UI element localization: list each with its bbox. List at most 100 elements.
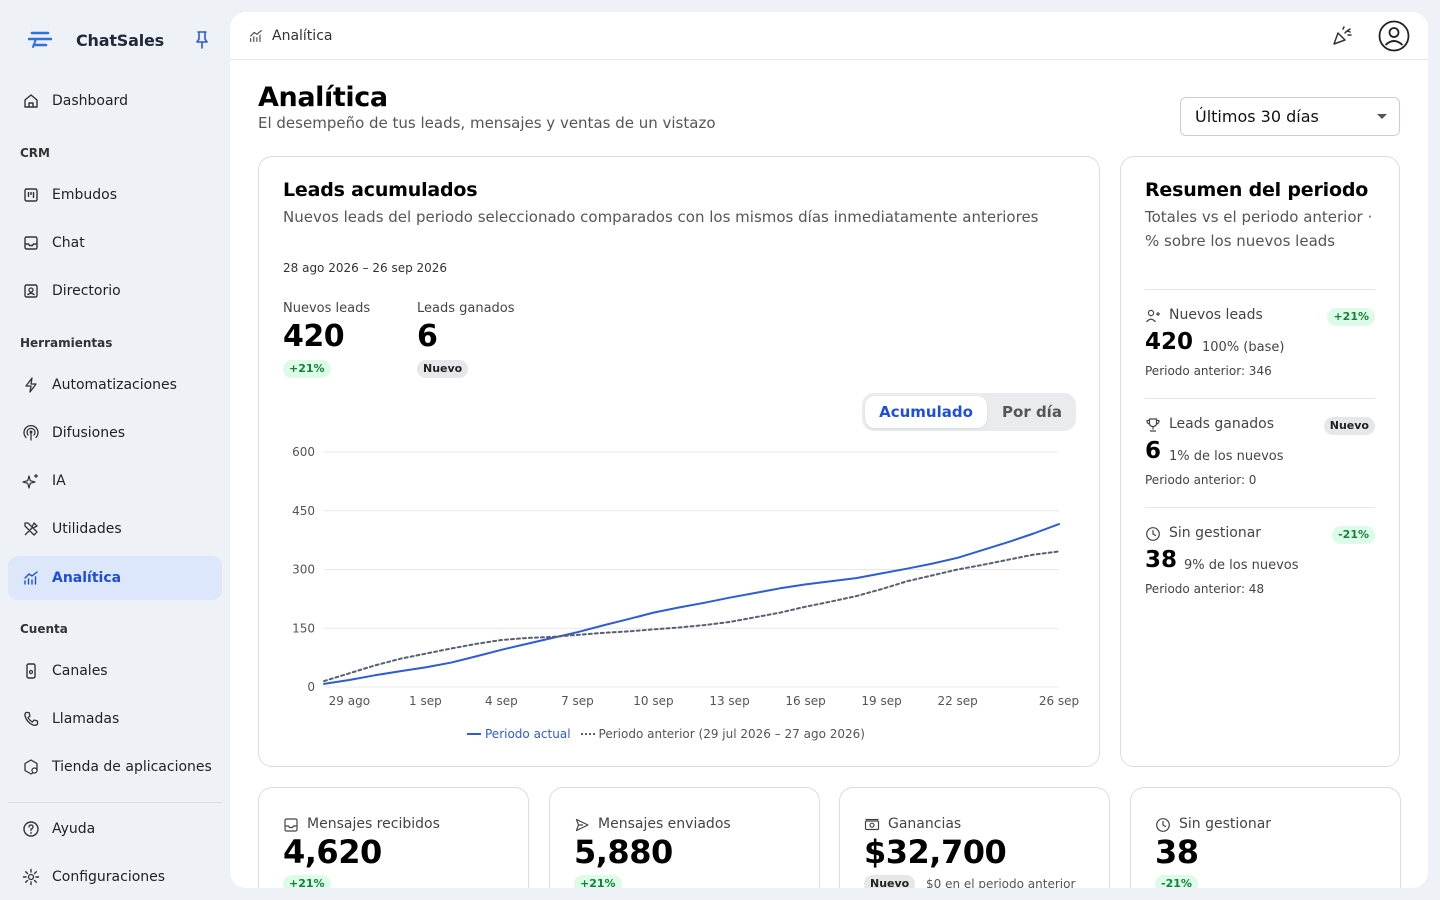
broadcast-icon xyxy=(23,425,39,441)
kpi-value: 420 xyxy=(283,319,345,354)
summary-row-pct: 1% de los nuevos xyxy=(1169,449,1284,464)
x-tick-label: 26 sep xyxy=(1039,694,1079,708)
summary-row-badge: Nuevo xyxy=(1323,417,1375,435)
y-tick-label: 0 xyxy=(307,680,315,694)
sidebar-divider xyxy=(8,802,222,803)
sidebar-item-label: Embudos xyxy=(52,187,117,203)
stat-badge: +21% xyxy=(574,875,622,888)
summary-row-value: 38 xyxy=(1145,547,1178,573)
sidebar-item-configuraciones[interactable]: Configuraciones xyxy=(8,855,222,899)
series-line-previous xyxy=(323,550,1060,683)
summary-row-label: Sin gestionar xyxy=(1169,525,1262,541)
stat-value: 5,880 xyxy=(574,833,673,871)
stat-card-mensajes-recibidos: Mensajes recibidos 4,620 +21% xyxy=(258,787,529,888)
summary-description: Totales vs el periodo anterior · % sobre… xyxy=(1145,208,1373,250)
summary-row-value: 420 xyxy=(1145,329,1194,355)
stat-label: Sin gestionar xyxy=(1179,816,1272,832)
legend-previous: Periodo anterior (29 jul 2026 – 27 ago 2… xyxy=(598,727,865,741)
summary-row-pct: 9% de los nuevos xyxy=(1184,558,1299,573)
user-avatar-icon[interactable] xyxy=(1378,20,1410,52)
stat-card-mensajes-enviados: Mensajes enviados 5,880 +21% xyxy=(549,787,820,888)
stat-badge: Nuevo xyxy=(864,875,916,888)
kpi-label: Nuevos leads xyxy=(283,301,371,316)
stat-label: Mensajes enviados xyxy=(598,816,731,832)
stat-value: 38 xyxy=(1155,833,1199,871)
sidebar-item-dashboard[interactable]: Dashboard xyxy=(8,79,222,123)
sidebar-item-canales[interactable]: Canales xyxy=(8,649,222,693)
caret-down-icon xyxy=(1377,114,1387,119)
y-tick-label: 300 xyxy=(292,563,315,577)
sidebar-item-ayuda[interactable]: Ayuda xyxy=(8,807,222,851)
series-line-current xyxy=(323,523,1060,685)
summary-title: Resumen del periodo xyxy=(1145,179,1369,201)
home-icon xyxy=(24,94,38,108)
leads-card: Leads acumulados Nuevos leads del period… xyxy=(258,156,1100,767)
sidebar-item-tienda-de-aplicaciones[interactable]: Tienda de aplicaciones xyxy=(8,745,222,789)
brand[interactable]: ChatSales xyxy=(28,28,218,52)
x-tick-label: 16 sep xyxy=(785,694,825,708)
tools-icon xyxy=(24,522,38,536)
sidebar-item-label: Ayuda xyxy=(52,821,96,837)
x-tick-label: 19 sep xyxy=(861,694,901,708)
date-range-value: Últimos 30 días xyxy=(1195,107,1319,126)
sidebar-section-herramientas: Herramientas xyxy=(20,336,113,350)
summary-divider xyxy=(1145,507,1375,508)
y-tick-label: 450 xyxy=(292,504,315,518)
sidebar-item-directorio[interactable]: Directorio xyxy=(8,269,222,313)
x-tick-label: 29 ago xyxy=(329,694,370,708)
stat-label: Ganancias xyxy=(888,816,962,832)
date-range-select[interactable]: Últimos 30 días xyxy=(1180,97,1400,136)
analytics-icon xyxy=(24,571,38,585)
kpi-badge: Nuevo xyxy=(417,360,469,378)
cash-icon xyxy=(864,818,880,831)
summary-row-value: 6 xyxy=(1145,438,1162,464)
sidebar-item-label: Directorio xyxy=(52,283,121,299)
summary-row-label: Nuevos leads xyxy=(1169,307,1263,323)
kpi-label: Leads ganados xyxy=(417,301,515,316)
sidebar-item-label: Chat xyxy=(52,235,85,251)
party-popper-icon[interactable] xyxy=(1330,24,1354,48)
sidebar-item-label: Configuraciones xyxy=(52,869,166,885)
leads-line-chart: 0 150 300 450 600 29 ago 1 sep 4 sep 7 sep 10 sep… xyxy=(292,445,1079,708)
sidebar-item-chat[interactable]: Chat xyxy=(8,221,222,265)
x-tick-label: 22 sep xyxy=(937,694,977,708)
clock-icon xyxy=(1146,527,1160,541)
leads-date-range: 28 ago 2026 – 26 sep 2026 xyxy=(283,261,448,275)
sidebar-section-crm: CRM xyxy=(20,146,50,160)
toggle-acumulado[interactable]: Acumulado xyxy=(865,396,987,428)
summary-row-label: Leads ganados xyxy=(1169,416,1275,432)
sidebar-item-automatizaciones[interactable]: Automatizaciones xyxy=(8,363,222,407)
y-tick-label: 600 xyxy=(292,445,315,459)
sidebar-section-cuenta: Cuenta xyxy=(20,622,68,636)
phone-icon xyxy=(24,711,39,726)
bolt-icon xyxy=(25,377,37,393)
summary-row-prev: Periodo anterior: 346 xyxy=(1145,364,1272,378)
sparkles-icon xyxy=(22,474,38,489)
sidebar-item-difusiones[interactable]: Difusiones xyxy=(8,411,222,455)
sidebar-item-llamadas[interactable]: Llamadas xyxy=(8,697,222,741)
stat-card-ganancias: Ganancias $32,700 Nuevo $0 en el periodo… xyxy=(839,787,1110,888)
kpi-badge: +21% xyxy=(283,360,331,378)
sidebar-item-label: Utilidades xyxy=(52,521,122,537)
breadcrumb[interactable]: Analítica xyxy=(272,27,333,44)
sidebar-item-analitica[interactable]: Analítica xyxy=(8,556,222,600)
help-icon xyxy=(23,821,39,837)
stat-value: $32,700 xyxy=(864,833,1007,871)
trophy-icon xyxy=(1146,418,1160,432)
pin-icon[interactable] xyxy=(194,30,210,50)
legend-current: Periodo actual xyxy=(485,727,571,741)
clock-icon xyxy=(1156,818,1170,832)
toggle-por-dia[interactable]: Por día xyxy=(1002,403,1062,421)
x-tick-label: 10 sep xyxy=(633,694,673,708)
y-tick-label: 150 xyxy=(292,621,315,635)
sidebar-item-label: Tienda de aplicaciones xyxy=(52,759,212,775)
sidebar-item-ia[interactable]: IA xyxy=(8,459,222,503)
sidebar-item-embudos[interactable]: Embudos xyxy=(8,173,222,217)
stat-value: 4,620 xyxy=(283,833,382,871)
stat-note: $0 en el periodo anterior xyxy=(926,877,1076,888)
summary-divider xyxy=(1145,289,1375,290)
analytics-icon xyxy=(250,29,262,42)
chart-mode-toggle: Acumulado Por día xyxy=(862,393,1076,431)
settings-icon xyxy=(22,868,40,886)
sidebar-item-utilidades[interactable]: Utilidades xyxy=(8,507,222,551)
